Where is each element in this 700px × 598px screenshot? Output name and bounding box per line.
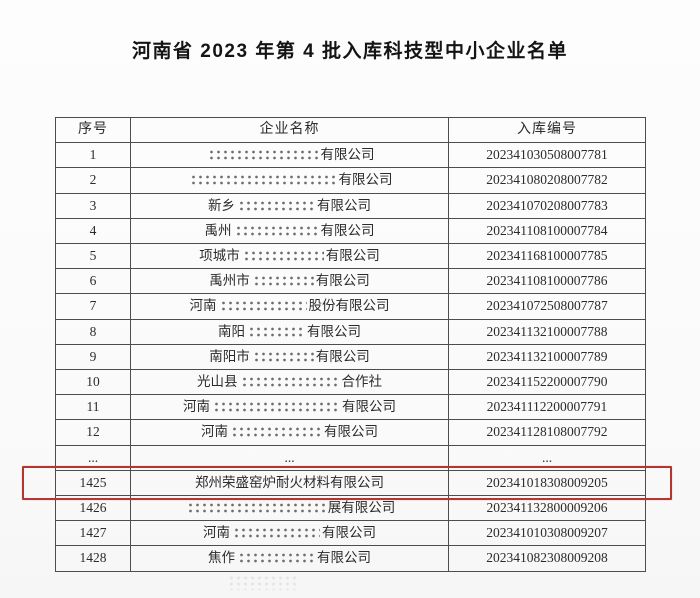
cell-seq: 7 — [55, 293, 131, 320]
cell-company-name: 展有限公司 — [130, 495, 449, 522]
cell-code: 202341168100007785 — [448, 243, 646, 270]
cell-code: 202341108100007786 — [448, 268, 646, 295]
censored-text — [188, 173, 337, 187]
cell-code: 202341082308009208 — [448, 545, 646, 572]
cell-seq: 1426 — [55, 495, 131, 522]
cell-seq: 6 — [55, 268, 131, 295]
cell-company-name: 河南 有限公司 — [130, 520, 449, 547]
cell-seq: 4 — [55, 217, 131, 245]
censored-text — [251, 274, 314, 288]
table-row: 9 南阳市 有限公司 202341132100007789 — [55, 343, 646, 371]
cell-code: 202341018308009205 — [448, 469, 646, 497]
cell-code: 202341112200007791 — [448, 394, 646, 421]
cell-seq: 8 — [55, 318, 131, 345]
cell-seq: 1427 — [55, 520, 131, 547]
table-row: 1428 焦作 有限公司 202341082308009208 — [55, 545, 646, 572]
cell-seq: 1425 — [55, 469, 131, 497]
company-table: 序号 企业名称 入库编号 1 有限公司 202341030508007781 2 有限公… — [55, 116, 646, 572]
table-row: ......... — [55, 444, 646, 471]
header-seq: 序号 — [55, 116, 131, 144]
censored-text — [251, 349, 314, 363]
table-row: 1 有限公司 202341030508007781 — [55, 142, 646, 169]
cell-code: ... — [448, 444, 646, 471]
cell-code: 202341080208007782 — [448, 167, 646, 194]
table-row: 2 有限公司 202341080208007782 — [55, 167, 646, 194]
cell-code: 202341070208007783 — [448, 192, 646, 219]
scan-smudge — [228, 575, 300, 590]
censored-text — [233, 223, 319, 237]
company-table-body: 1 有限公司 202341030508007781 2 有限公司 202341080208… — [55, 142, 646, 572]
cell-code: 202341030508007781 — [448, 142, 646, 169]
header-code: 入库编号 — [448, 116, 646, 144]
cell-seq: 1428 — [55, 545, 131, 572]
table-row-highlighted: 1425 郑州荣盛窑炉耐火材料有限公司 202341018308009205 — [55, 469, 646, 497]
page-title: 河南省 2023 年第 4 批入库科技型中小企业名单 — [132, 41, 568, 62]
cell-company-name: 河南 股份有限公司 — [130, 293, 449, 320]
table-row: 10 光山县 合作社 202341152200007790 — [55, 369, 646, 396]
cell-seq: 3 — [55, 192, 131, 219]
censored-text — [185, 501, 326, 515]
cell-company-name: 有限公司 — [130, 167, 449, 194]
table-row: 3 新乡 有限公司 202341070208007783 — [55, 192, 646, 219]
cell-seq: 1 — [55, 142, 131, 169]
table-row: 8 南阳 有限公司 202341132100007788 — [55, 318, 646, 345]
cell-company-name: 有限公司 — [130, 142, 449, 169]
censored-text — [239, 375, 340, 389]
table-row: 7 河南 股份有限公司 202341072508007787 — [55, 293, 646, 320]
table-row: 5 项城市 有限公司 202341168100007785 — [55, 243, 646, 270]
censored-text — [237, 551, 315, 565]
censored-text — [218, 299, 307, 313]
header-company-name: 企业名称 — [130, 116, 449, 144]
censored-text — [237, 198, 315, 212]
cell-company-name: 郑州荣盛窑炉耐火材料有限公司 — [130, 469, 449, 497]
censored-text — [212, 400, 340, 414]
cell-company-name: 河南 有限公司 — [130, 394, 449, 421]
censored-text — [241, 249, 324, 263]
table-row: 11 河南 有限公司 202341112200007791 — [55, 394, 646, 421]
censored-text — [206, 148, 319, 162]
cell-company-name: 新乡 有限公司 — [130, 192, 449, 219]
cell-seq: 12 — [55, 419, 131, 446]
cell-seq: 9 — [55, 343, 131, 371]
censored-text — [230, 425, 322, 439]
cell-seq: ... — [55, 444, 131, 471]
cell-company-name: 光山县 合作社 — [130, 369, 449, 396]
cell-company-name: 南阳 有限公司 — [130, 318, 449, 345]
cell-code: 202341132100007789 — [448, 343, 646, 371]
cell-company-name: 项城市 有限公司 — [130, 243, 449, 270]
cell-code: 202341128108007792 — [448, 419, 646, 446]
cell-seq: 5 — [55, 243, 131, 270]
table-row: 1426 展有限公司 202341132800009206 — [55, 495, 646, 522]
cell-company-name: 河南 有限公司 — [130, 419, 449, 446]
cell-code: 202341132800009206 — [448, 495, 646, 522]
cell-company-name: ... — [130, 444, 449, 471]
cell-code: 202341072508007787 — [448, 293, 646, 320]
cell-seq: 10 — [55, 369, 131, 396]
cell-company-name: 禹州 有限公司 — [130, 217, 449, 245]
cell-code: 202341010308009207 — [448, 520, 646, 547]
cell-code: 202341108100007784 — [448, 217, 646, 245]
table-row: 6 禹州市 有限公司 202341108100007786 — [55, 268, 646, 295]
table-row: 1427 河南 有限公司 202341010308009207 — [55, 520, 646, 547]
cell-company-name: 南阳市 有限公司 — [130, 343, 449, 371]
cell-seq: 11 — [55, 394, 131, 421]
censored-text — [247, 324, 305, 338]
cell-company-name: 禹州市 有限公司 — [130, 268, 449, 295]
censored-text — [232, 526, 320, 540]
cell-code: 202341132100007788 — [448, 318, 646, 345]
cell-company-name: 焦作 有限公司 — [130, 545, 449, 572]
cell-seq: 2 — [55, 167, 131, 194]
table-row: 12 河南 有限公司 202341128108007792 — [55, 419, 646, 446]
cell-code: 202341152200007790 — [448, 369, 646, 396]
table-row: 4 禹州 有限公司 202341108100007784 — [55, 217, 646, 245]
table-header-row: 序号 企业名称 入库编号 — [55, 116, 646, 144]
